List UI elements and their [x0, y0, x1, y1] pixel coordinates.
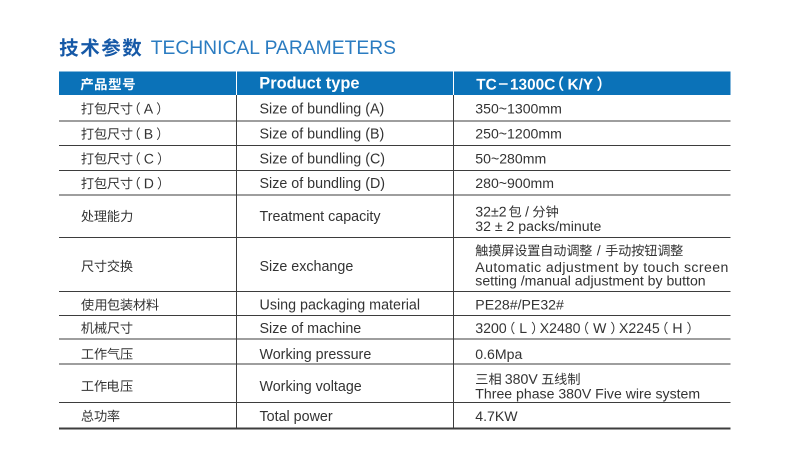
svg-text:Working voltage: Working voltage — [260, 379, 362, 395]
svg-text:setting /manual adjustment by: setting /manual adjustment by button — [475, 273, 705, 289]
svg-text:Automatic adjustment by touch: Automatic adjustment by touch screen — [475, 259, 728, 275]
svg-text:Size of bundling (B): Size of bundling (B) — [260, 127, 385, 143]
svg-text:0.6Mpa: 0.6Mpa — [475, 346, 522, 362]
svg-text:Size of machine: Size of machine — [260, 321, 362, 337]
svg-text:Total power: Total power — [260, 409, 333, 425]
svg-text:Treatment capacity: Treatment capacity — [260, 209, 382, 225]
svg-text:Size of bundling (D): Size of bundling (D) — [260, 176, 386, 192]
svg-text:Product type: Product type — [259, 74, 359, 92]
svg-text:50~280mm: 50~280mm — [475, 151, 546, 167]
svg-text:Size of bundling (A): Size of bundling (A) — [260, 102, 385, 118]
svg-text:Three phase 380V Five wire sys: Three phase 380V Five wire system — [475, 385, 700, 401]
svg-text:TECHNICAL PARAMETERS: TECHNICAL PARAMETERS — [151, 38, 396, 59]
svg-text:32 ± 2 packs/minute: 32 ± 2 packs/minute — [475, 218, 601, 234]
svg-text:250~1200mm: 250~1200mm — [475, 126, 562, 142]
svg-text:Size of bundling (C): Size of bundling (C) — [260, 152, 386, 168]
svg-text:4.7KW: 4.7KW — [475, 408, 518, 424]
svg-text:Size exchange: Size exchange — [260, 259, 354, 275]
svg-text:PE28#/PE32#: PE28#/PE32# — [475, 297, 564, 313]
svg-text:Working pressure: Working pressure — [260, 347, 372, 363]
svg-text:350~1300mm: 350~1300mm — [475, 100, 562, 116]
svg-text:Using packaging material: Using packaging material — [260, 298, 421, 314]
svg-text:280~900mm: 280~900mm — [475, 175, 554, 191]
